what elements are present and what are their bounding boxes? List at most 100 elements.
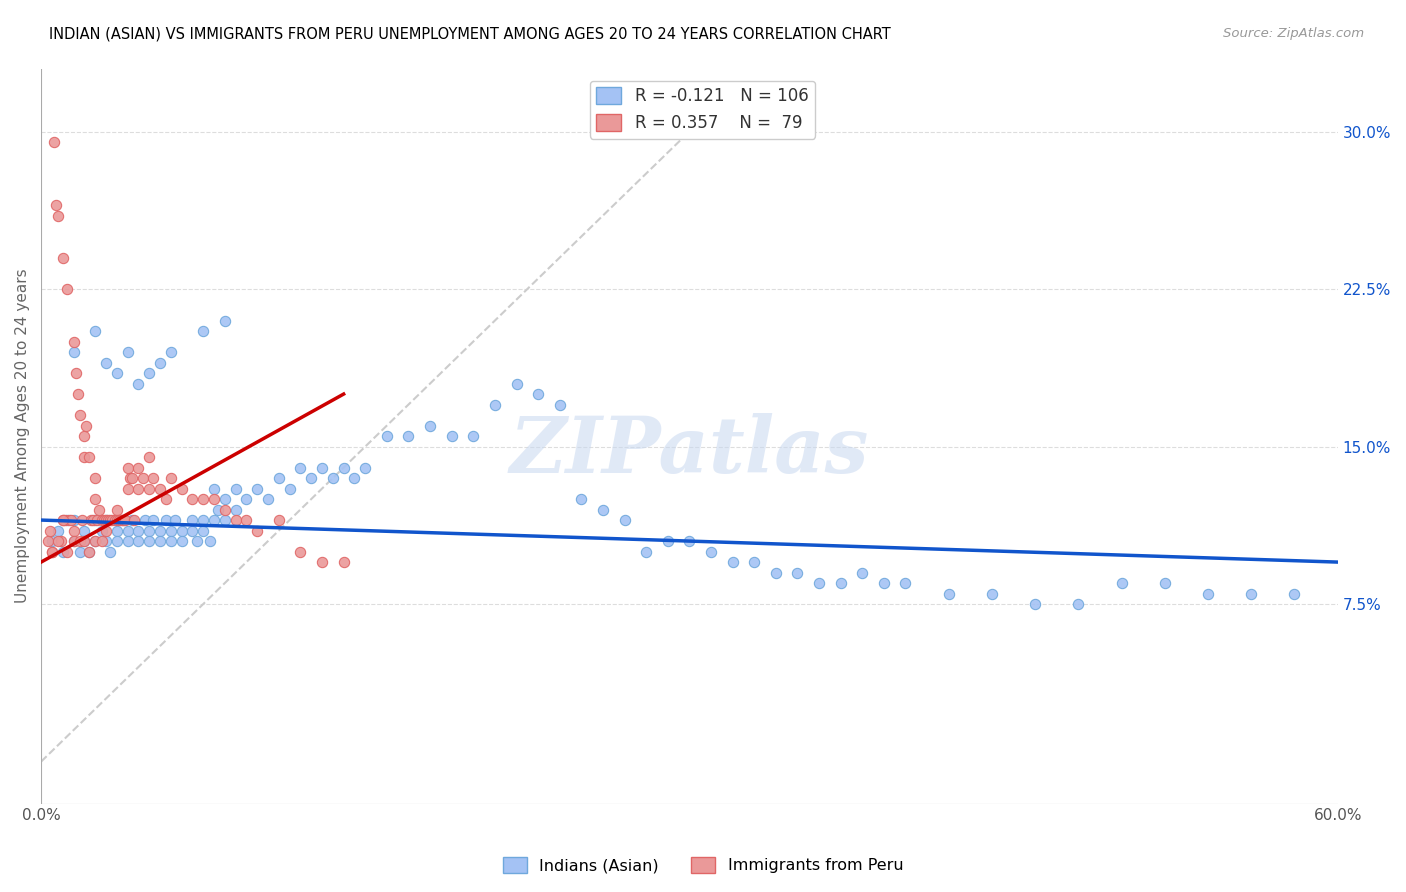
Point bbox=[142, 513, 165, 527]
Point bbox=[186, 534, 208, 549]
Point bbox=[138, 524, 160, 538]
Point bbox=[527, 387, 550, 401]
Point bbox=[851, 566, 873, 580]
Point bbox=[45, 198, 67, 212]
Point bbox=[159, 345, 181, 359]
Point bbox=[117, 534, 139, 549]
Point bbox=[38, 524, 60, 538]
Point bbox=[62, 513, 84, 527]
Point bbox=[765, 566, 787, 580]
Point bbox=[290, 460, 312, 475]
Point bbox=[354, 460, 377, 475]
Point bbox=[398, 429, 420, 443]
Point bbox=[94, 513, 117, 527]
Point bbox=[121, 471, 143, 485]
Point bbox=[149, 482, 172, 496]
Point bbox=[62, 534, 84, 549]
Point bbox=[193, 524, 215, 538]
Legend: Indians (Asian), Immigrants from Peru: Indians (Asian), Immigrants from Peru bbox=[496, 850, 910, 880]
Point bbox=[332, 460, 354, 475]
Point bbox=[127, 534, 149, 549]
Point bbox=[235, 492, 257, 507]
Point bbox=[214, 502, 236, 516]
Point bbox=[505, 376, 527, 391]
Point bbox=[1111, 576, 1133, 591]
Point bbox=[257, 492, 280, 507]
Point bbox=[94, 534, 117, 549]
Point bbox=[80, 513, 103, 527]
Point bbox=[278, 482, 301, 496]
Point bbox=[193, 492, 215, 507]
Text: INDIAN (ASIAN) VS IMMIGRANTS FROM PERU UNEMPLOYMENT AMONG AGES 20 TO 24 YEARS CO: INDIAN (ASIAN) VS IMMIGRANTS FROM PERU U… bbox=[49, 27, 891, 42]
Point bbox=[131, 471, 153, 485]
Point bbox=[73, 524, 96, 538]
Point bbox=[70, 513, 93, 527]
Point bbox=[77, 544, 100, 558]
Point bbox=[202, 513, 225, 527]
Point bbox=[101, 513, 124, 527]
Point bbox=[235, 513, 257, 527]
Point bbox=[484, 398, 506, 412]
Point bbox=[73, 429, 96, 443]
Point bbox=[90, 534, 112, 549]
Point bbox=[94, 524, 117, 538]
Point bbox=[69, 544, 91, 558]
Point bbox=[290, 544, 312, 558]
Point bbox=[1284, 586, 1306, 600]
Point bbox=[207, 502, 229, 516]
Point bbox=[700, 544, 723, 558]
Point bbox=[117, 460, 139, 475]
Point bbox=[181, 513, 204, 527]
Point bbox=[1153, 576, 1175, 591]
Point bbox=[84, 324, 107, 338]
Point bbox=[1067, 597, 1090, 611]
Point bbox=[375, 429, 398, 443]
Point bbox=[60, 513, 83, 527]
Point bbox=[170, 534, 193, 549]
Point bbox=[52, 513, 75, 527]
Point bbox=[246, 482, 269, 496]
Point bbox=[48, 534, 70, 549]
Point bbox=[62, 524, 84, 538]
Point bbox=[127, 524, 149, 538]
Legend: R = -0.121   N = 106, R = 0.357    N =  79: R = -0.121 N = 106, R = 0.357 N = 79 bbox=[589, 80, 815, 138]
Point bbox=[89, 502, 111, 516]
Point bbox=[69, 408, 91, 422]
Point bbox=[613, 513, 636, 527]
Point bbox=[267, 471, 290, 485]
Point bbox=[98, 513, 121, 527]
Point bbox=[105, 513, 128, 527]
Point bbox=[73, 450, 96, 464]
Point bbox=[49, 534, 72, 549]
Point bbox=[138, 534, 160, 549]
Point bbox=[214, 513, 236, 527]
Point bbox=[105, 534, 128, 549]
Point bbox=[48, 209, 70, 223]
Point bbox=[202, 482, 225, 496]
Point bbox=[52, 251, 75, 265]
Point bbox=[225, 502, 247, 516]
Point bbox=[592, 502, 614, 516]
Point bbox=[90, 524, 112, 538]
Point bbox=[84, 534, 107, 549]
Point bbox=[82, 513, 104, 527]
Point bbox=[159, 471, 181, 485]
Point bbox=[42, 135, 65, 149]
Point bbox=[37, 534, 59, 549]
Point bbox=[84, 534, 107, 549]
Point bbox=[155, 492, 177, 507]
Point bbox=[108, 513, 131, 527]
Point bbox=[322, 471, 344, 485]
Point bbox=[93, 513, 115, 527]
Point bbox=[53, 513, 76, 527]
Point bbox=[112, 513, 135, 527]
Point bbox=[97, 513, 120, 527]
Point bbox=[77, 450, 100, 464]
Point bbox=[742, 555, 765, 569]
Point bbox=[1197, 586, 1219, 600]
Point bbox=[121, 513, 143, 527]
Point bbox=[110, 513, 132, 527]
Point bbox=[84, 471, 107, 485]
Point bbox=[311, 460, 333, 475]
Point bbox=[52, 513, 75, 527]
